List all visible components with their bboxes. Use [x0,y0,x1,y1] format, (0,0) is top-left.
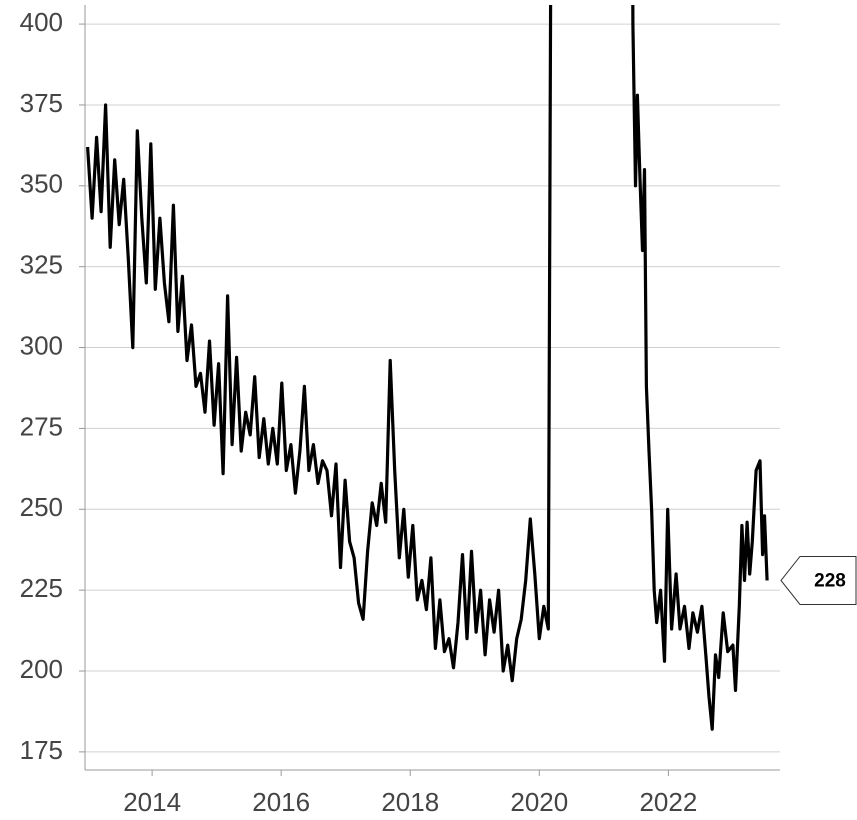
y-tick-label: 175 [20,735,63,765]
y-tick-label: 200 [20,654,63,684]
y-tick-label: 250 [20,492,63,522]
y-tick-label: 375 [20,88,63,118]
x-tick-label: 2022 [639,787,697,817]
y-tick-label: 325 [20,250,63,280]
last-value-box [780,555,857,605]
x-tick-label: 2014 [123,787,181,817]
y-tick-label: 275 [20,411,63,441]
x-tick-label: 2016 [252,787,310,817]
x-tick-label: 2018 [381,787,439,817]
line-series [86,5,769,731]
last-value-label: 228 [814,570,846,591]
y-tick-label: 300 [20,330,63,360]
y-tick-label: 400 [20,7,63,37]
y-tick-label: 225 [20,573,63,603]
y-tick-label: 350 [20,169,63,199]
x-tick-label: 2020 [510,787,568,817]
